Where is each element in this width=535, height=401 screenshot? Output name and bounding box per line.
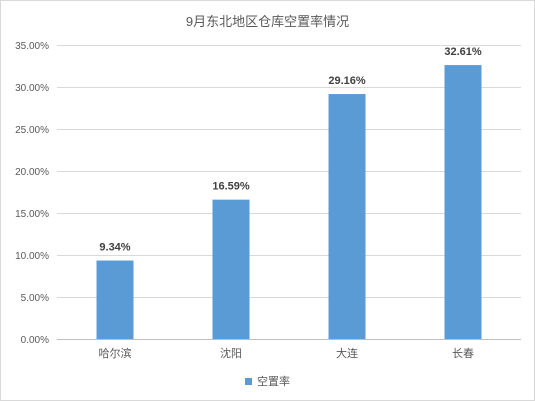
legend-swatch: [245, 377, 252, 385]
y-tick-label: 20.00%: [15, 167, 49, 178]
data-label: 29.16%: [328, 75, 366, 87]
bar: [212, 199, 250, 339]
data-label: 32.61%: [444, 46, 482, 58]
y-tick-label: 25.00%: [15, 125, 49, 136]
bar: [328, 94, 366, 339]
data-label: 16.59%: [212, 181, 250, 193]
category-label: 长春: [452, 347, 474, 360]
bar: [96, 260, 134, 339]
y-tick-label: 35.00%: [15, 41, 49, 52]
category-label: 哈尔滨: [99, 346, 132, 360]
data-label: 9.34%: [99, 242, 130, 254]
y-tick-label: 0.00%: [21, 335, 49, 346]
legend: 空置率: [1, 373, 534, 389]
category-label: 沈阳: [220, 346, 242, 360]
legend-label: 空置率: [257, 375, 290, 388]
chart-title: 9月东北地区仓库空置率情况: [185, 14, 350, 29]
category-label: 大连: [336, 346, 358, 360]
bar: [444, 65, 482, 340]
y-tick-label: 5.00%: [21, 293, 49, 304]
y-tick-label: 15.00%: [15, 209, 49, 220]
y-tick-label: 10.00%: [15, 251, 49, 262]
y-tick-label: 30.00%: [15, 83, 49, 94]
